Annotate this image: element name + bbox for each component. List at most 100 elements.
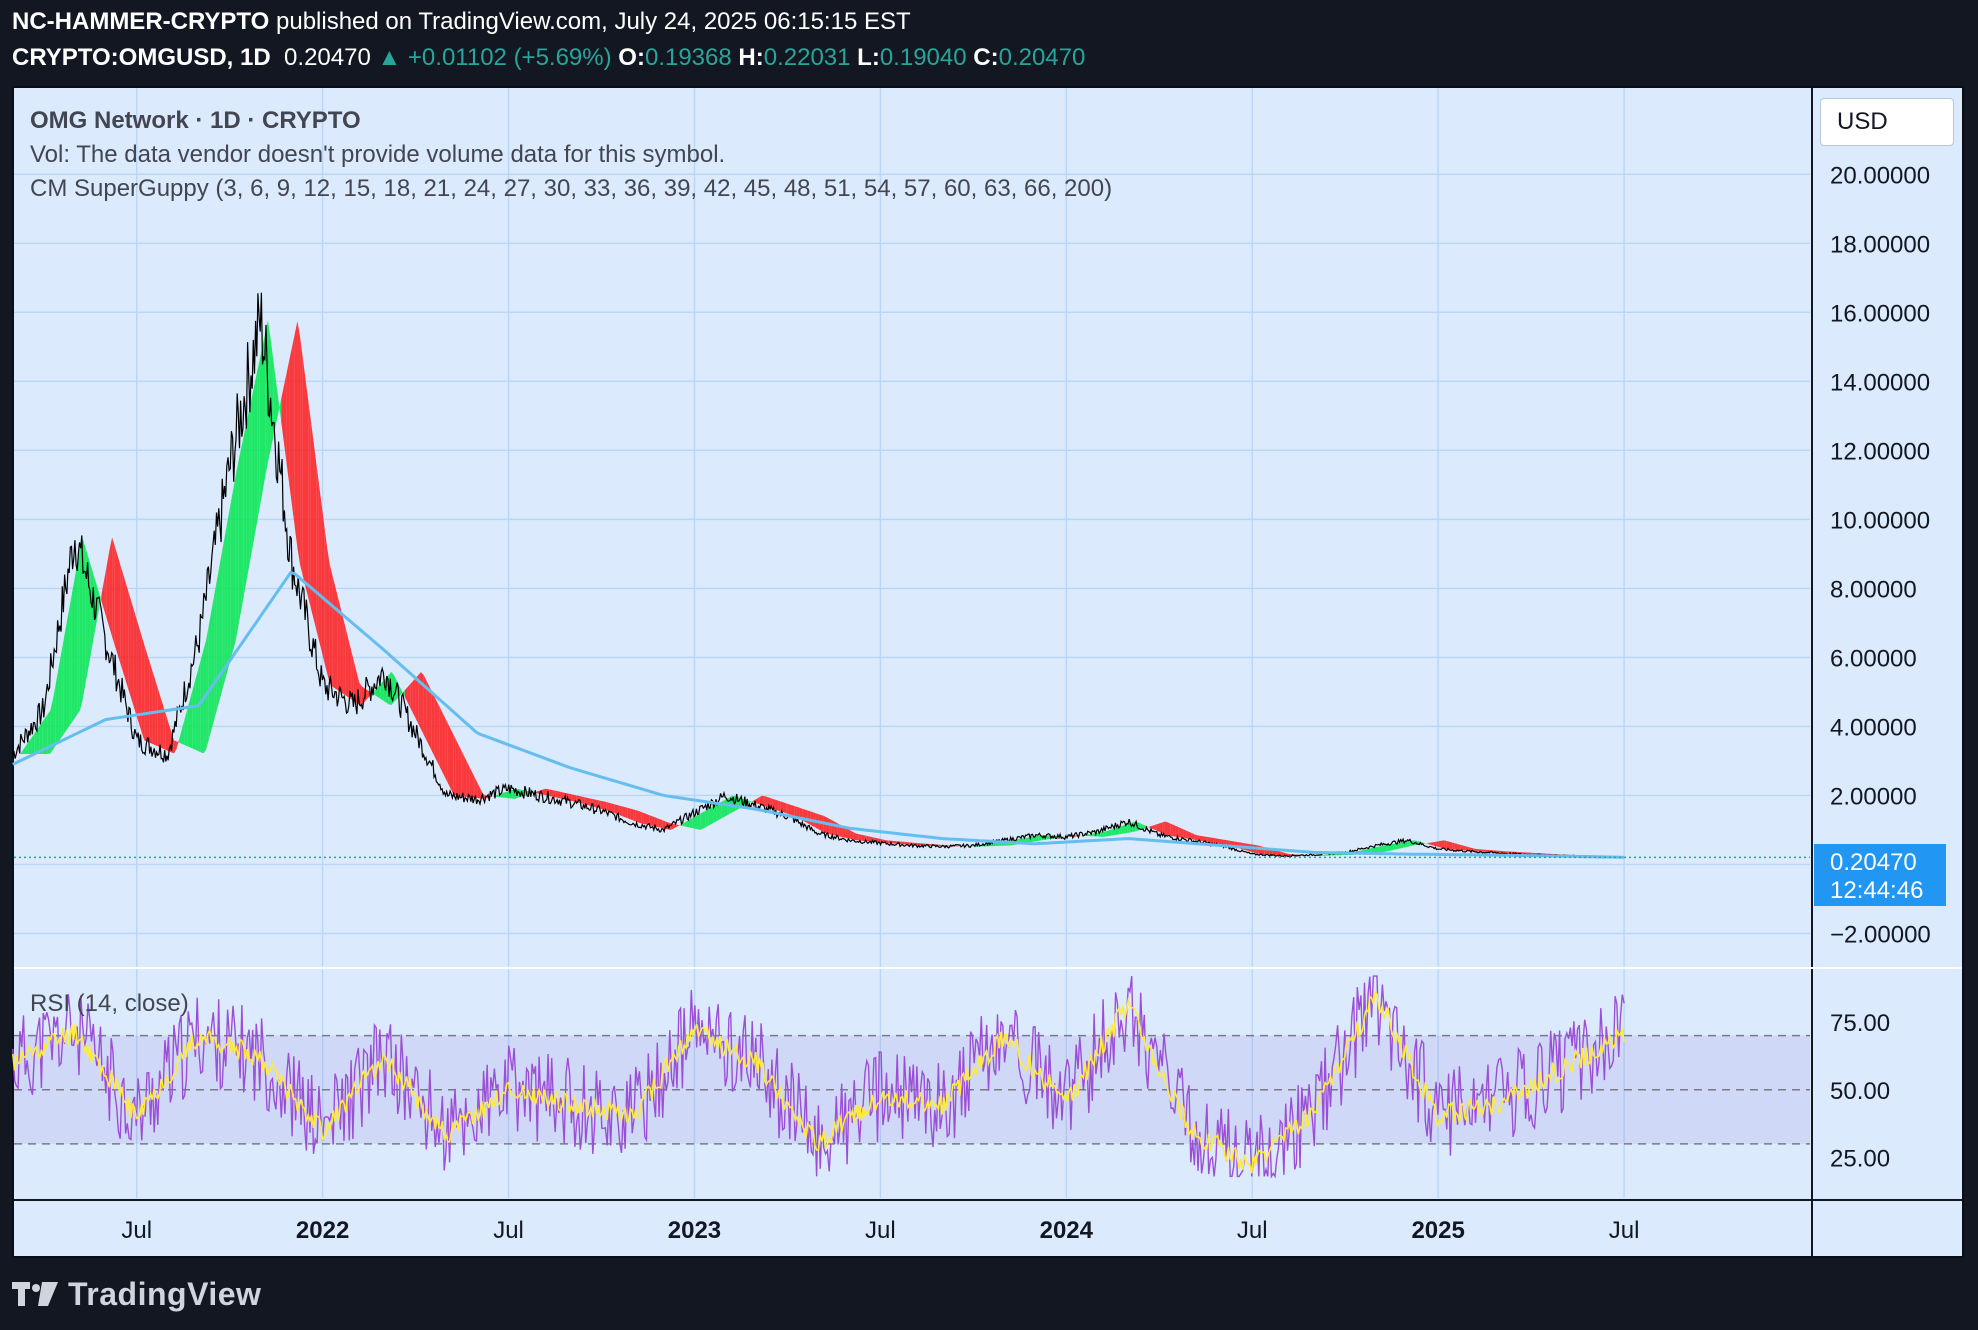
guppy-band-segment [724, 798, 728, 817]
guppy-band-segment [689, 818, 693, 829]
symbol-label[interactable]: CRYPTO:OMGUSD, 1D [12, 44, 271, 71]
guppy-band-segment [1411, 840, 1415, 846]
author-name[interactable]: NC-HAMMER-CRYPTO [12, 8, 270, 35]
brand-name: TradingView [68, 1275, 262, 1312]
guppy-band-segment [418, 672, 421, 730]
guppy-band-segment [399, 686, 403, 697]
guppy-band-segment [294, 321, 298, 548]
guppy-band-segment [337, 596, 341, 692]
guppy-band-segment [571, 794, 575, 802]
guppy-band-segment [901, 841, 905, 845]
guppy-band-segment [36, 725, 40, 755]
guppy-band-segment [176, 738, 180, 749]
guppy-band-segment [471, 771, 475, 798]
currency-button[interactable]: USD [1820, 98, 1954, 146]
guppy-band-segment [885, 840, 889, 844]
guppy-band-segment [1371, 847, 1375, 854]
guppy-band-segment [63, 624, 67, 735]
guppy-band-segment [1103, 831, 1106, 837]
guppy-band-segment [907, 842, 910, 845]
price-tick-label: 20.00000 [1830, 162, 1930, 189]
legend-volume[interactable]: Vol: The data vendor doesn't provide vol… [30, 141, 725, 168]
tradingview-brand[interactable]: TradingView [12, 1274, 261, 1314]
price-tick-label: −2.00000 [1830, 921, 1931, 948]
guppy-band-segment [450, 728, 454, 794]
low-label: L: [857, 44, 880, 71]
rsi-tick-label: 25.00 [1830, 1145, 1890, 1172]
guppy-band-segment [1183, 829, 1187, 839]
guppy-band-segment [262, 333, 266, 492]
guppy-band-segment [112, 537, 115, 646]
guppy-band-segment [1385, 844, 1388, 852]
guppy-band-segment [783, 802, 787, 814]
guppy-band-segment [1454, 843, 1458, 850]
guppy-band-segment [662, 820, 666, 829]
close-value: 0.20470 [998, 44, 1086, 71]
guppy-band-segment [603, 801, 607, 811]
guppy-band-segment [1167, 822, 1171, 836]
guppy-band-segment [1038, 835, 1042, 841]
rsi-series [12, 975, 1625, 1179]
guppy-band-segment [289, 346, 293, 507]
guppy-band-segment [681, 822, 685, 827]
guppy-band-segment [165, 714, 169, 752]
guppy-band-segment [630, 808, 634, 821]
legend-title[interactable]: OMG Network · 1D · CRYPTO [30, 107, 361, 134]
rsi-tick-label: 50.00 [1830, 1078, 1890, 1105]
legend-rsi[interactable]: RSI (14, close) [30, 990, 189, 1017]
guppy-band-segment [850, 830, 854, 840]
guppy-band-segment [657, 818, 660, 828]
guppy-band-segment [316, 462, 319, 641]
guppy-band-segment [1199, 835, 1203, 842]
guppy-band-segment [321, 504, 325, 662]
guppy-band-segment [638, 810, 642, 824]
guppy-band-segment [230, 490, 233, 661]
guppy-band-segment [222, 535, 225, 691]
guppy-band-segment [762, 795, 765, 807]
ema200-series [12, 570, 1625, 859]
legend-guppy[interactable]: CM SuperGuppy (3, 6, 9, 12, 15, 18, 21, … [30, 175, 1112, 202]
guppy-band-segment [335, 585, 338, 691]
guppy-band-segment [1170, 823, 1173, 837]
guppy-band-segment [641, 811, 644, 824]
guppy-band-segment [179, 728, 182, 744]
guppy-band-segment [235, 461, 239, 641]
guppy-band-segment [447, 723, 451, 789]
guppy-band-segment [20, 749, 24, 755]
guppy-band-segment [1393, 843, 1396, 850]
guppy-band-segment [238, 448, 242, 627]
guppy-band-segment [55, 668, 59, 746]
guppy-band-segment [557, 791, 561, 799]
price-series [12, 292, 1625, 859]
guppy-band-segment [826, 817, 830, 835]
guppy-band-segment [1078, 835, 1082, 836]
guppy-band-segment [39, 722, 43, 755]
guppy-band-segment [297, 321, 301, 565]
guppy-band-segment [1479, 849, 1482, 852]
guppy-band-segment [490, 796, 494, 797]
guppy-band-segment [861, 834, 865, 841]
guppy-band-segment [1481, 849, 1485, 852]
guppy-band-segment [1035, 835, 1039, 842]
guppy-band-segment [600, 800, 604, 810]
guppy-band-segment [125, 582, 129, 689]
guppy-band-segment [96, 582, 99, 626]
guppy-band-segment [1164, 821, 1168, 836]
guppy-band-segment [611, 803, 615, 814]
guppy-band-segment [1156, 823, 1160, 832]
guppy-band-segment [1377, 846, 1380, 853]
guppy-band-segment [995, 842, 999, 846]
guppy-band-segment [617, 804, 620, 816]
guppy-band-segment [275, 380, 279, 425]
guppy-band-segment [292, 334, 295, 527]
guppy-band-segment [128, 591, 131, 698]
guppy-band-segment [794, 806, 797, 818]
guppy-band-segment [122, 573, 126, 681]
guppy-band-segment [458, 744, 462, 797]
guppy-band-segment [329, 564, 333, 687]
guppy-band-segment [1387, 844, 1391, 852]
guppy-band-segment [58, 653, 62, 742]
guppy-band-segment [211, 595, 215, 730]
guppy-band-segment [1449, 841, 1453, 850]
